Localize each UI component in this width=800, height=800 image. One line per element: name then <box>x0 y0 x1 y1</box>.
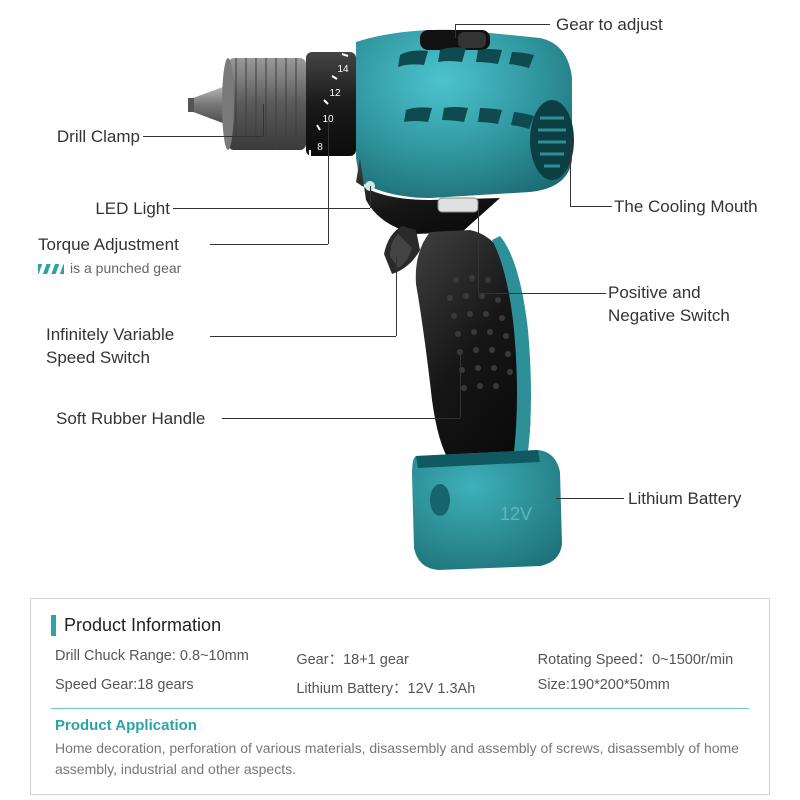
callout-drill-clamp: Drill Clamp <box>46 126 140 149</box>
app-title: Product Application <box>51 717 749 734</box>
stripes-icon <box>38 264 64 274</box>
svg-text:8: 8 <box>317 142 323 153</box>
app-body: Home decoration, perforation of various … <box>51 738 749 780</box>
callout-torque-label: Torque Adjustment <box>38 235 179 254</box>
product-info-panel: Product Information Drill Chuck Range: 0… <box>30 598 770 795</box>
spec-battery: Lithium Battery：12V 1.3Ah <box>296 677 507 698</box>
callout-gear-adjust: Gear to adjust <box>556 14 663 37</box>
callout-led-light: LED Light <box>92 198 170 221</box>
spec-gear: Gear：18+1 gear <box>296 648 507 669</box>
info-divider <box>51 708 749 709</box>
spec-row-1: Drill Chuck Range: 0.8~10mm Gear：18+1 ge… <box>51 648 749 669</box>
svg-text:12V: 12V <box>500 504 532 524</box>
spec-row-2: Speed Gear:18 gears Lithium Battery：12V … <box>51 677 749 698</box>
diagram-area: 8 10 12 14 16 <box>0 0 800 590</box>
spec-speed-gear: Speed Gear:18 gears <box>55 677 266 698</box>
callout-cooling-mouth: The Cooling Mouth <box>614 196 758 219</box>
callout-speed-switch: Infinitely Variable Speed Switch <box>46 324 174 370</box>
callout-battery: Lithium Battery <box>628 488 741 511</box>
callout-torque-sub: is a punched gear <box>70 260 181 276</box>
svg-text:12: 12 <box>329 88 341 99</box>
callout-pn-switch: Positive and Negative Switch <box>608 282 730 328</box>
callout-torque: Torque Adjustment is a punched gear <box>38 234 181 280</box>
spec-rotating-speed: Rotating Speed：0~1500r/min <box>538 648 749 669</box>
svg-text:14: 14 <box>337 64 349 75</box>
spec-size: Size:190*200*50mm <box>538 677 749 698</box>
callout-rubber-handle: Soft Rubber Handle <box>56 408 205 431</box>
info-title: Product Information <box>51 615 749 636</box>
spec-chuck-range: Drill Chuck Range: 0.8~10mm <box>55 648 266 669</box>
